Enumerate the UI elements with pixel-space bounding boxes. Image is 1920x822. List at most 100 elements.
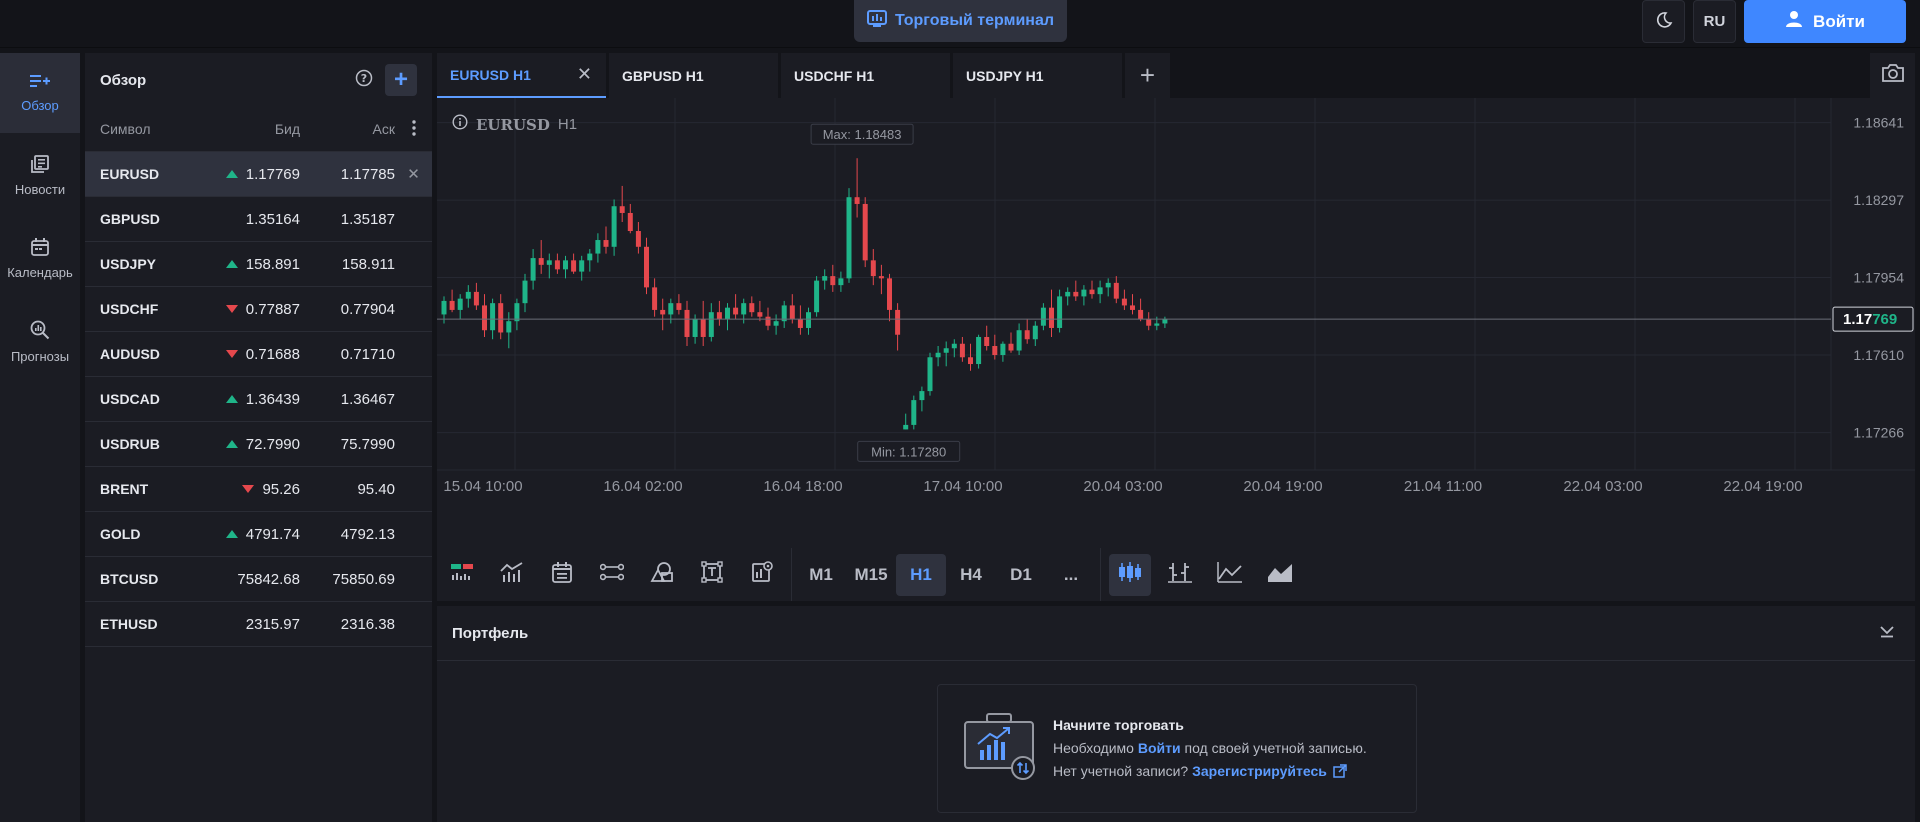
candle-body	[1032, 325, 1038, 340]
candle-body	[797, 318, 803, 328]
collapse-icon[interactable]	[1879, 624, 1895, 642]
register-link[interactable]: Зарегистрируйтесь	[1192, 763, 1327, 779]
tab-usdjpy[interactable]: USDJPY H1	[953, 53, 1122, 98]
candle-body	[1089, 289, 1095, 295]
candle-body	[684, 309, 690, 337]
watchlist-row[interactable]: USDCHF 0.77887 0.77904	[85, 287, 432, 332]
y-tick-label: 1.18641	[1853, 115, 1904, 131]
volume-tool-button[interactable]	[437, 554, 487, 596]
watchlist-columns: Символ Бид Аск	[85, 107, 432, 152]
candle-body	[708, 312, 714, 337]
watchlist-row[interactable]: GOLD 4791.74 4792.13	[85, 512, 432, 557]
nav-item-news[interactable]: Новости	[0, 136, 80, 216]
language-button[interactable]: RU	[1693, 0, 1736, 43]
info-icon[interactable]	[452, 114, 468, 135]
nav-item-forecasts[interactable]: Прогнозы	[0, 302, 80, 382]
candle-body	[1162, 318, 1168, 324]
more-vertical-icon[interactable]	[395, 119, 432, 139]
trendline-tool-button[interactable]	[587, 554, 637, 596]
start-trading-text: Начните торговать Необходимо Войти под с…	[1053, 714, 1367, 783]
add-symbol-button[interactable]: +	[385, 64, 417, 96]
candles-chart-type-button[interactable]	[1109, 553, 1151, 596]
nav-item-overview[interactable]: Обзор	[0, 53, 80, 133]
symbol-cell: USDRUB	[100, 436, 160, 452]
ask-cell: 95.40	[357, 480, 395, 498]
bid-value: 1.36439	[245, 390, 300, 408]
add-tab-button[interactable]: +	[1125, 53, 1170, 98]
ask-cell: 2316.38	[340, 615, 395, 633]
watchlist-header: Обзор ? +	[85, 53, 432, 107]
timeframe-button[interactable]: M15	[854, 564, 888, 584]
portfolio-header[interactable]: Портфель	[437, 606, 1915, 661]
bid-cell: 4791.74	[205, 526, 300, 543]
chart-area[interactable]: 1.18641 1.18297 1.17954 1.17610 1.17266 15.04…	[437, 98, 1915, 546]
line-chart-type-button[interactable]	[1205, 554, 1255, 596]
candle-body	[668, 303, 674, 315]
candle-body	[765, 316, 771, 326]
symbol-cell: USDJPY	[100, 256, 157, 272]
timeframe-button[interactable]: H1	[896, 553, 946, 596]
text-tool-button[interactable]	[687, 554, 737, 596]
indicators-tool-button[interactable]	[487, 554, 537, 596]
watchlist-row[interactable]: EURUSD 1.17769 1.17785 ✕	[85, 152, 432, 197]
candle-body	[927, 357, 933, 392]
candle-body	[838, 278, 844, 286]
y-tick-label: 1.18297	[1853, 192, 1904, 208]
bars-chart-type-button[interactable]	[1155, 554, 1205, 596]
close-icon[interactable]: ✕	[407, 166, 420, 183]
login-link[interactable]: Войти	[1137, 740, 1181, 756]
symbol-cell: USDCHF	[100, 301, 159, 317]
tab-label: GBPUSD H1	[622, 67, 704, 84]
screenshot-button[interactable]	[1870, 53, 1915, 98]
user-icon	[1785, 10, 1803, 33]
candle-body	[830, 276, 836, 286]
timeframe-button[interactable]: D1	[1010, 564, 1032, 584]
chart-settings-button[interactable]	[737, 554, 787, 596]
help-icon[interactable]: ?	[355, 69, 373, 91]
login-button[interactable]: Войти	[1744, 0, 1906, 43]
tab-gbpusd[interactable]: GBPUSD H1	[609, 53, 778, 98]
tab-eurusd[interactable]: EURUSD H1 ✕	[437, 53, 606, 98]
candle-body	[1040, 307, 1046, 326]
theme-toggle-button[interactable]	[1642, 0, 1685, 43]
candle-body	[538, 258, 544, 265]
up-arrow-icon	[225, 260, 238, 268]
terminal-icon	[866, 9, 887, 33]
bid-value: 1.35164	[245, 210, 300, 228]
watchlist-row[interactable]: BRENT 95.26 95.40	[85, 467, 432, 512]
events-tool-button[interactable]	[537, 554, 587, 596]
toolbar-divider	[791, 548, 792, 601]
candle-body	[644, 246, 649, 288]
chart-symbol: EURUSD	[476, 115, 550, 134]
timeframe-button[interactable]: H4	[960, 564, 982, 584]
candle-body	[449, 300, 455, 310]
watchlist-row[interactable]: USDRUB 72.7990 75.7990	[85, 422, 432, 467]
volume-icon	[450, 563, 474, 586]
watchlist-row[interactable]: GBPUSD 1.35164 1.35187	[85, 197, 432, 242]
timeframe-button[interactable]: M1	[809, 564, 833, 584]
max-price-label: Max: 1.18483	[823, 127, 902, 142]
tab-usdchf[interactable]: USDCHF H1	[781, 53, 950, 98]
watchlist-row[interactable]: USDJPY 158.891 158.911	[85, 242, 432, 287]
price-chart[interactable]: 1.18641 1.18297 1.17954 1.17610 1.17266 15.04…	[437, 98, 1915, 546]
nav-item-calendar[interactable]: Календарь	[0, 219, 80, 299]
close-icon[interactable]: ✕	[576, 64, 592, 84]
candle-body	[1113, 282, 1119, 299]
portfolio-panel: Портфель Начните торговать Необходимо Во…	[437, 606, 1915, 822]
candle-body	[1105, 282, 1111, 288]
timeframe-button[interactable]: ...	[1063, 564, 1079, 584]
watchlist-row[interactable]: BTCUSD 75842.68 75850.69	[85, 557, 432, 602]
watchlist-row[interactable]: ETHUSD 2315.97 2316.38	[85, 602, 432, 647]
candle-body	[1097, 287, 1103, 295]
shapes-icon	[650, 561, 674, 588]
shapes-tool-button[interactable]	[637, 554, 687, 596]
candle-body	[878, 276, 884, 279]
area-chart-type-button[interactable]	[1255, 554, 1305, 596]
y-tick-label: 1.17266	[1853, 425, 1904, 441]
trading-terminal-button[interactable]: Торговый терминал	[854, 0, 1067, 42]
external-link-icon[interactable]	[1331, 763, 1347, 779]
candle-body	[603, 240, 609, 247]
bid-value: 4791.74	[245, 525, 300, 543]
watchlist-row[interactable]: AUDUSD 0.71688 0.71710	[85, 332, 432, 377]
watchlist-row[interactable]: USDCAD 1.36439 1.36467	[85, 377, 432, 422]
